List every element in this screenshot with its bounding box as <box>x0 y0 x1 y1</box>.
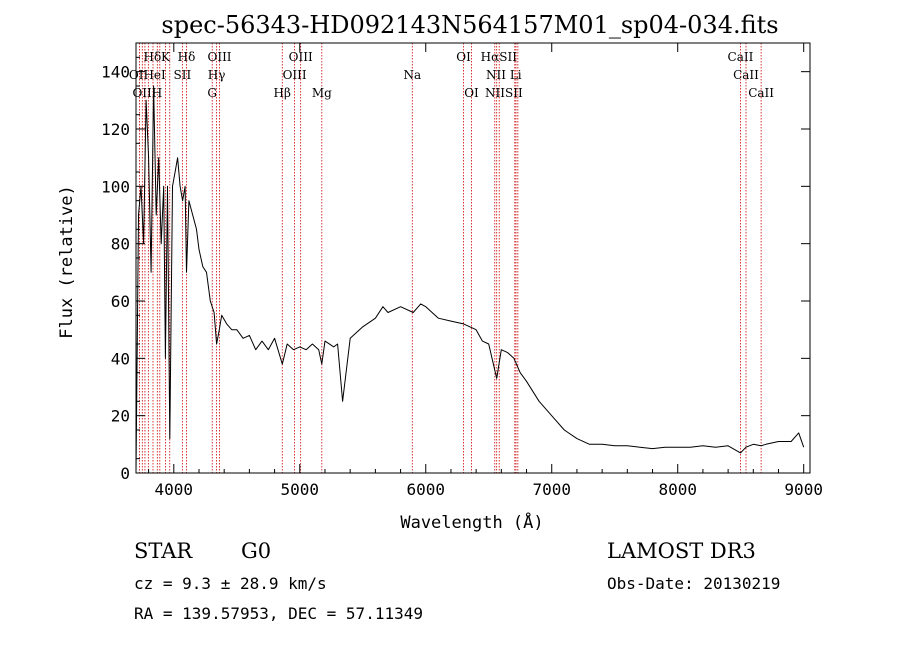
line-label-8: OIHeI <box>129 68 166 82</box>
line-label-18: Mg <box>312 86 332 100</box>
line-label-0: Hδ <box>144 50 162 64</box>
line-label-19: OI <box>464 86 479 100</box>
x-tick-label: 9000 <box>784 480 823 499</box>
line-label-13: NII Li <box>486 68 522 82</box>
line-label-16: G <box>207 86 217 100</box>
obs-date: Obs-Date: 20130219 <box>607 574 781 593</box>
line-marker-group <box>139 43 762 473</box>
y-tick-label: 40 <box>111 349 130 368</box>
y-tick-label: 100 <box>101 177 130 196</box>
x-tick-label: 7000 <box>532 480 571 499</box>
line-label-6: HαSII <box>481 50 518 64</box>
x-tick-label: 4000 <box>155 480 194 499</box>
line-label-4: OIII <box>289 50 313 64</box>
y-tick-label: 80 <box>111 235 130 254</box>
line-label-21: CaII <box>748 86 774 100</box>
line-label-10: Hγ <box>208 68 226 82</box>
survey-name: LAMOST DR3 <box>607 539 756 563</box>
x-tick-label: 8000 <box>658 480 697 499</box>
y-tick-label: 20 <box>111 407 130 426</box>
line-label-9: SII <box>174 68 192 82</box>
series-group <box>135 85 805 474</box>
line-label-20: NIISII <box>485 86 523 100</box>
line-label-2: Hδ <box>178 50 196 64</box>
redshift-text: cz = 9.3 ± 28.9 km/s <box>134 574 327 593</box>
y-tick-label: 140 <box>101 63 130 82</box>
plot-frame <box>135 42 811 474</box>
line-label-12: Na <box>403 68 421 82</box>
line-label-5: OI <box>456 50 471 64</box>
line-label-3: OIII <box>207 50 231 64</box>
line-label-14: CaII <box>733 68 759 82</box>
y-axis-label: Flux (relative) <box>57 185 77 339</box>
line-label-7: CaII <box>728 50 754 64</box>
line-label-17: Hβ <box>274 86 291 100</box>
subclass: G0 <box>241 539 272 563</box>
object-class: STAR <box>134 539 193 563</box>
coordinates: RA = 139.57953, DEC = 57.11349 <box>134 604 423 623</box>
y-axis: 0 20 40 60 80 100 120 140 <box>101 56 810 483</box>
y-tick-label: 120 <box>101 120 130 139</box>
x-axis: 4000 5000 6000 7000 8000 9000 <box>148 43 823 499</box>
line-label-15: OIIH <box>132 86 162 100</box>
y-tick-label: 60 <box>111 292 130 311</box>
x-axis-label: Wavelength (Å) <box>400 511 543 533</box>
chart-title: spec-56343-HD092143N564157M01_sp04-034.f… <box>161 11 778 39</box>
x-tick-label: 5000 <box>281 480 320 499</box>
x-tick-label: 6000 <box>406 480 445 499</box>
y-tick-label: 0 <box>120 464 130 483</box>
line-label-1: K <box>161 50 171 64</box>
line-label-11: OIII <box>283 68 307 82</box>
series-line-0 <box>135 85 805 474</box>
